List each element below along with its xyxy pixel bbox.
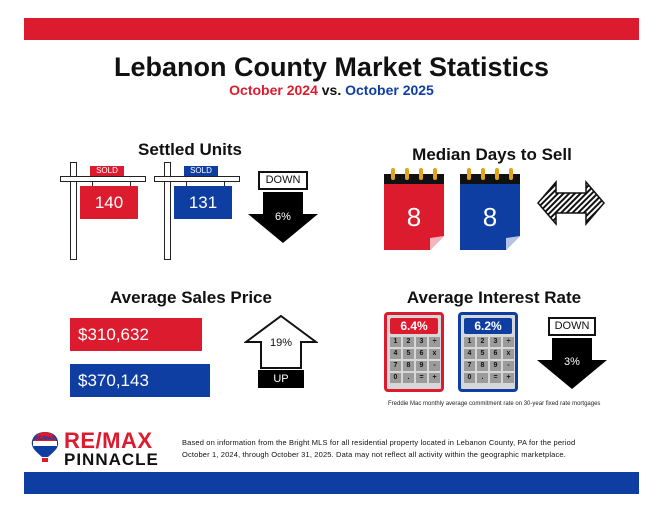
up-arrow-icon bbox=[244, 314, 318, 369]
calc-key: = bbox=[490, 373, 501, 383]
sign-post-vertical bbox=[70, 162, 77, 260]
sign-chain-left bbox=[186, 182, 187, 188]
sold-tag-a: SOLD bbox=[90, 166, 124, 176]
calc-key: 9 bbox=[416, 361, 427, 371]
calc-key: ÷ bbox=[503, 337, 514, 347]
down-arrow-icon bbox=[537, 338, 607, 389]
mls-disclaimer: Based on information from the Bright MLS… bbox=[182, 437, 632, 461]
settled-units-change: 6% bbox=[275, 211, 291, 223]
interest-rate-direction: DOWN bbox=[548, 317, 596, 336]
calc-key: 4 bbox=[390, 349, 401, 359]
interest-rate-value-a: 6.4% bbox=[390, 318, 438, 334]
interest-rate-value-b: 6.2% bbox=[464, 318, 512, 334]
calc-key: 5 bbox=[477, 349, 488, 359]
calc-key: . bbox=[403, 373, 414, 383]
calculator-b: 6.2% 1 2 3 ÷ 4 5 6 x 7 8 9 - 0 . = + bbox=[458, 312, 518, 392]
sign-post-arm bbox=[60, 176, 146, 182]
sign-chain-right bbox=[130, 182, 131, 188]
down-arrow-icon bbox=[248, 192, 318, 243]
calc-key: 2 bbox=[477, 337, 488, 347]
sold-sign-b: SOLD 131 bbox=[152, 162, 242, 262]
calc-key: - bbox=[429, 361, 440, 371]
avg-price-value-b: $370,143 bbox=[70, 364, 210, 397]
avg-price-value-a: $310,632 bbox=[70, 318, 202, 351]
interest-rate-change: 3% bbox=[564, 356, 580, 368]
page-title: Lebanon County Market Statistics bbox=[113, 52, 550, 82]
calc-key: = bbox=[416, 373, 427, 383]
double-arrow-icon bbox=[537, 180, 605, 226]
bottom-accent-bar bbox=[24, 472, 639, 494]
calendar-icon-a bbox=[384, 168, 444, 250]
period-a: October 2024 bbox=[229, 82, 318, 98]
calc-key: 7 bbox=[390, 361, 401, 371]
calc-key: 6 bbox=[416, 349, 427, 359]
calc-key: 3 bbox=[490, 337, 501, 347]
calc-key: 2 bbox=[403, 337, 414, 347]
calc-key: ÷ bbox=[429, 337, 440, 347]
calc-key: 5 bbox=[403, 349, 414, 359]
calc-key: 3 bbox=[416, 337, 427, 347]
calc-key: 8 bbox=[477, 361, 488, 371]
remax-logo-text: RE/MAX bbox=[64, 428, 153, 453]
sign-chain-left bbox=[92, 182, 93, 188]
median-days-value-a: 8 bbox=[406, 202, 422, 232]
sign-post-vertical bbox=[164, 162, 171, 260]
calc-key: 6 bbox=[490, 349, 501, 359]
calculator-a: 6.4% 1 2 3 ÷ 4 5 6 x 7 8 9 - 0 . = + bbox=[384, 312, 444, 392]
vs-label: vs. bbox=[321, 82, 342, 98]
disclaimer-line-1: Based on information from the Bright MLS… bbox=[182, 438, 576, 447]
calc-key: - bbox=[503, 361, 514, 371]
settled-units-title: Settled Units bbox=[138, 140, 242, 159]
calculator-keypad-b: 1 2 3 ÷ 4 5 6 x 7 8 9 - 0 . = + bbox=[464, 337, 514, 383]
median-days-title: Median Days to Sell bbox=[412, 145, 572, 164]
comparison-subtitle: October 2024 vs. October 2025 bbox=[0, 82, 663, 98]
balloon-logo-text: RE/MAX bbox=[35, 436, 55, 442]
settled-units-direction: DOWN bbox=[258, 171, 308, 190]
top-accent-bar bbox=[24, 18, 639, 40]
calculator-keypad-a: 1 2 3 ÷ 4 5 6 x 7 8 9 - 0 . = + bbox=[390, 337, 440, 383]
sold-sign-a: SOLD 140 bbox=[58, 162, 148, 262]
remax-balloon-logo: RE/MAX bbox=[30, 430, 60, 464]
calc-key: x bbox=[503, 349, 514, 359]
sign-post-arm bbox=[154, 176, 240, 182]
calc-key: 0 bbox=[390, 373, 401, 383]
calc-key: 7 bbox=[464, 361, 475, 371]
avg-price-title: Average Sales Price bbox=[110, 288, 272, 307]
calc-key: 1 bbox=[390, 337, 401, 347]
avg-price-direction: UP bbox=[258, 370, 304, 388]
calc-key: + bbox=[503, 373, 514, 383]
calc-key: 9 bbox=[490, 361, 501, 371]
calendar-icon-b bbox=[460, 168, 520, 250]
settled-units-value-b: 131 bbox=[174, 186, 232, 219]
sold-tag-b: SOLD bbox=[184, 166, 218, 176]
avg-price-change: 19% bbox=[269, 337, 293, 349]
calc-key: 0 bbox=[464, 373, 475, 383]
sign-chain-right bbox=[224, 182, 225, 188]
calc-key: 4 bbox=[464, 349, 475, 359]
calc-key: 8 bbox=[403, 361, 414, 371]
interest-rate-title: Average Interest Rate bbox=[406, 288, 582, 307]
calc-key: x bbox=[429, 349, 440, 359]
settled-units-value-a: 140 bbox=[80, 186, 138, 219]
balloon-icon bbox=[31, 432, 59, 462]
calc-key: . bbox=[477, 373, 488, 383]
interest-rate-note: Freddie Mac monthly average commitment r… bbox=[388, 401, 601, 407]
median-days-value-b: 8 bbox=[482, 202, 498, 232]
disclaimer-line-2: October 1, 2024, through October 31, 202… bbox=[182, 450, 566, 459]
calc-key: + bbox=[429, 373, 440, 383]
pinnacle-logo-text: PINNACLE bbox=[64, 450, 159, 469]
calc-key: 1 bbox=[464, 337, 475, 347]
period-b: October 2025 bbox=[345, 82, 434, 98]
